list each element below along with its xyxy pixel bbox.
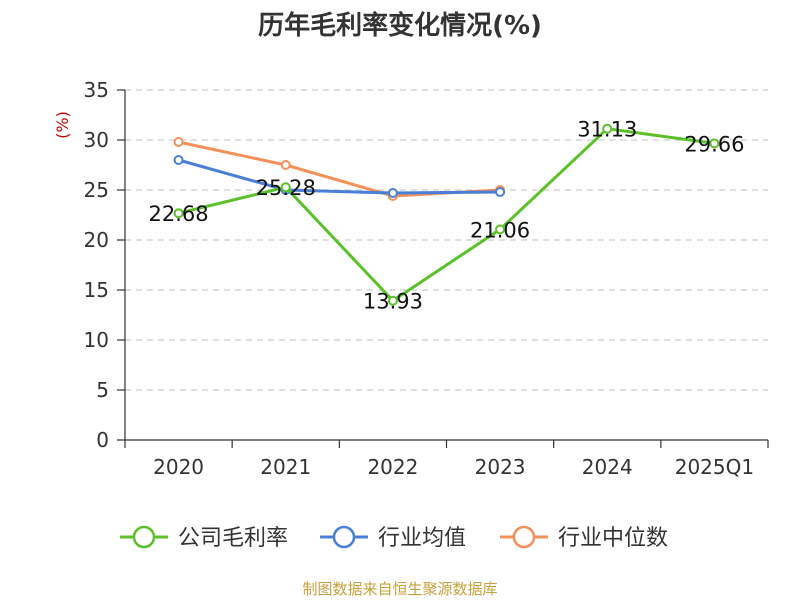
x-tick-label: 2025Q1 (675, 455, 754, 479)
data-point (602, 123, 613, 134)
x-tick-label: 2020 (153, 455, 204, 479)
data-label: 21.06 (470, 218, 530, 242)
series-line (178, 140, 501, 198)
y-tick-label: 25 (84, 178, 109, 202)
data-point (173, 208, 184, 219)
series-layer (173, 123, 720, 306)
axes: 0 5 10 15 20 25 30 35 2020 2021 2022 2023 2024 2025Q1 (84, 78, 769, 479)
legend-label: 公司毛利率 (178, 526, 288, 551)
y-axis-label: (%) (53, 111, 72, 139)
y-tick-label: 15 (84, 278, 109, 302)
legend-item: 行业中位数 (500, 525, 668, 551)
y-tick-label: 5 (96, 378, 109, 402)
data-point (495, 187, 506, 197)
legend-swatch-marker (512, 525, 536, 549)
data-point (280, 160, 291, 170)
data-point (387, 295, 398, 306)
y-tick-label: 30 (84, 128, 109, 152)
data-label: 13.93 (363, 290, 423, 314)
x-tick-label: 2022 (367, 455, 418, 479)
legend-swatch-marker (332, 525, 356, 549)
y-tick-label: 20 (84, 228, 109, 252)
legend-item: 行业均值 (320, 525, 466, 551)
data-point (709, 138, 720, 149)
x-tick-label: 2024 (582, 455, 633, 479)
series-line (178, 158, 501, 195)
y-tick-label: 0 (96, 428, 109, 452)
y-tick-label: 10 (84, 328, 109, 352)
data-label: 31.13 (577, 118, 637, 142)
y-tick-label: 35 (84, 78, 109, 102)
legend: 公司毛利率 行业均值 行业中位数 (120, 525, 668, 551)
legend-label: 行业均值 (378, 526, 466, 551)
chart-title: 历年毛利率变化情况(%) (258, 10, 542, 41)
data-label: 22.68 (149, 202, 209, 226)
data-point (173, 137, 184, 147)
data-point (280, 182, 291, 193)
data-labels: 22.68 25.28 13.93 21.06 31.13 29.66 (149, 118, 745, 314)
source-note: 制图数据来自恒生聚源数据库 (302, 580, 497, 598)
grid (125, 89, 768, 391)
x-tick-label: 2021 (260, 455, 311, 479)
data-label: 25.28 (256, 176, 316, 200)
data-point (387, 188, 398, 198)
x-tick-label: 2023 (475, 455, 526, 479)
series-line (178, 127, 715, 303)
data-point (173, 155, 184, 165)
legend-swatch-marker (132, 525, 156, 549)
data-point (495, 224, 506, 235)
legend-label: 行业中位数 (558, 526, 668, 551)
data-label: 29.66 (684, 132, 744, 156)
legend-item: 公司毛利率 (120, 525, 288, 551)
